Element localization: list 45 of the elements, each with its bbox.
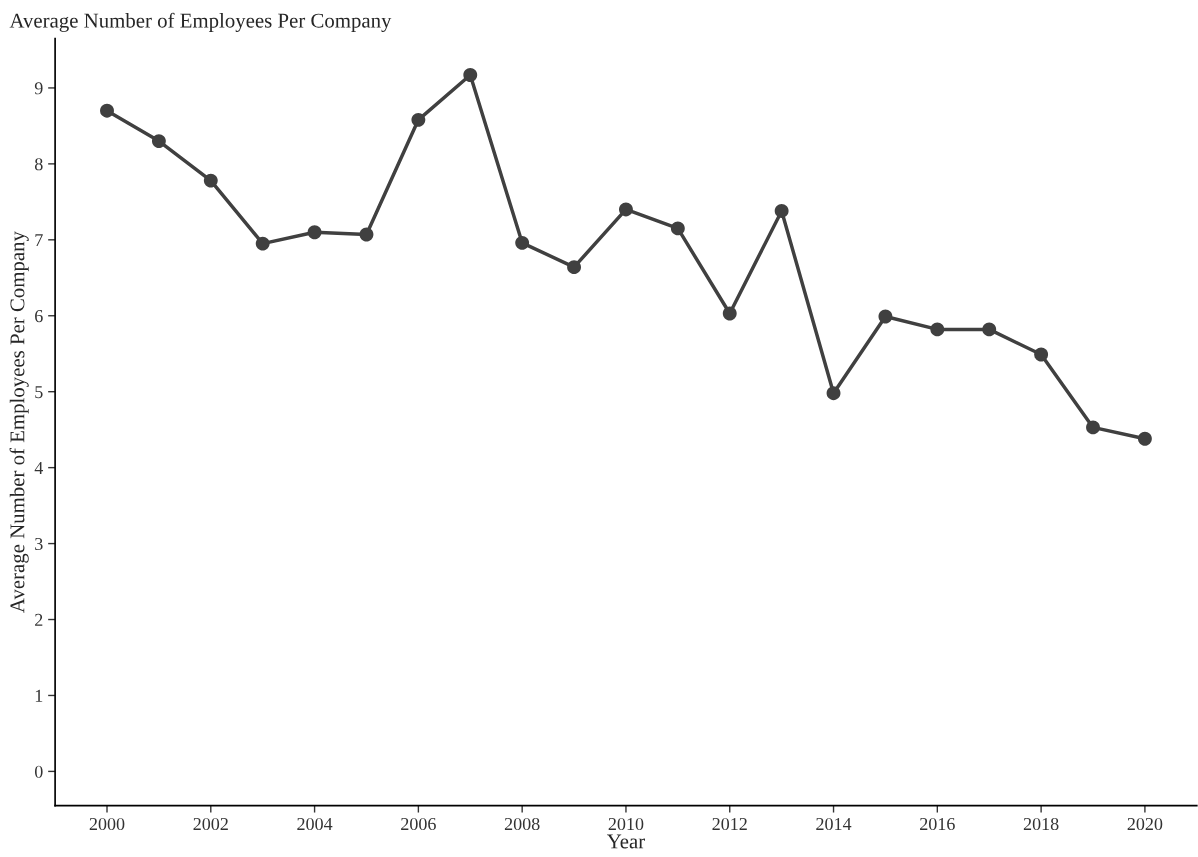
- y-tick-label: 8: [34, 158, 43, 171]
- x-tick-label: 2012: [712, 817, 747, 831]
- point: [515, 235, 530, 250]
- chart-title: Average Number of Employees Per Company: [9, 12, 392, 32]
- point: [1086, 420, 1100, 435]
- x-tick-label: 2016: [920, 817, 955, 831]
- point: [567, 260, 581, 275]
- y-tick-label: 5: [35, 386, 43, 399]
- point: [151, 134, 166, 149]
- y-tick-label: 3: [35, 537, 43, 551]
- point: [619, 202, 633, 217]
- point: [774, 204, 789, 218]
- x-axis-title: Year: [606, 834, 645, 849]
- y-tick-label: 4: [34, 462, 44, 474]
- y-tick-label: 1: [35, 689, 43, 702]
- x-tick-label: 2018: [1023, 817, 1059, 831]
- point: [1034, 347, 1049, 362]
- y-tick-label: 6: [35, 310, 43, 323]
- point: [463, 68, 478, 82]
- point: [100, 103, 114, 118]
- point: [307, 225, 322, 240]
- x-tick-label: 2000: [89, 817, 125, 831]
- point: [1137, 431, 1152, 446]
- point: [255, 236, 270, 251]
- point: [930, 322, 945, 337]
- point: [411, 112, 426, 127]
- y-tick-label: 7: [35, 234, 43, 247]
- x-tick-label: 2004: [297, 817, 333, 831]
- x-tick-label: 2002: [193, 817, 228, 831]
- point: [722, 306, 737, 321]
- x-tick-label: 2014: [816, 817, 852, 831]
- y-tick-label: 9: [34, 82, 43, 95]
- y-tick-label: 2: [35, 613, 43, 626]
- y-tick-label: 0: [34, 765, 43, 778]
- x-tick-label: 2006: [401, 817, 436, 831]
- y-axis-title: Average Number of Employees Per Company: [9, 231, 29, 613]
- x-tick-label: 2010: [608, 817, 644, 831]
- point: [826, 386, 841, 401]
- point: [203, 173, 218, 188]
- point: [982, 322, 997, 337]
- x-tick-label: 2020: [1127, 817, 1163, 831]
- point: [359, 227, 374, 242]
- point: [670, 221, 685, 236]
- x-tick-label: 2008: [504, 817, 540, 831]
- point: [878, 309, 893, 324]
